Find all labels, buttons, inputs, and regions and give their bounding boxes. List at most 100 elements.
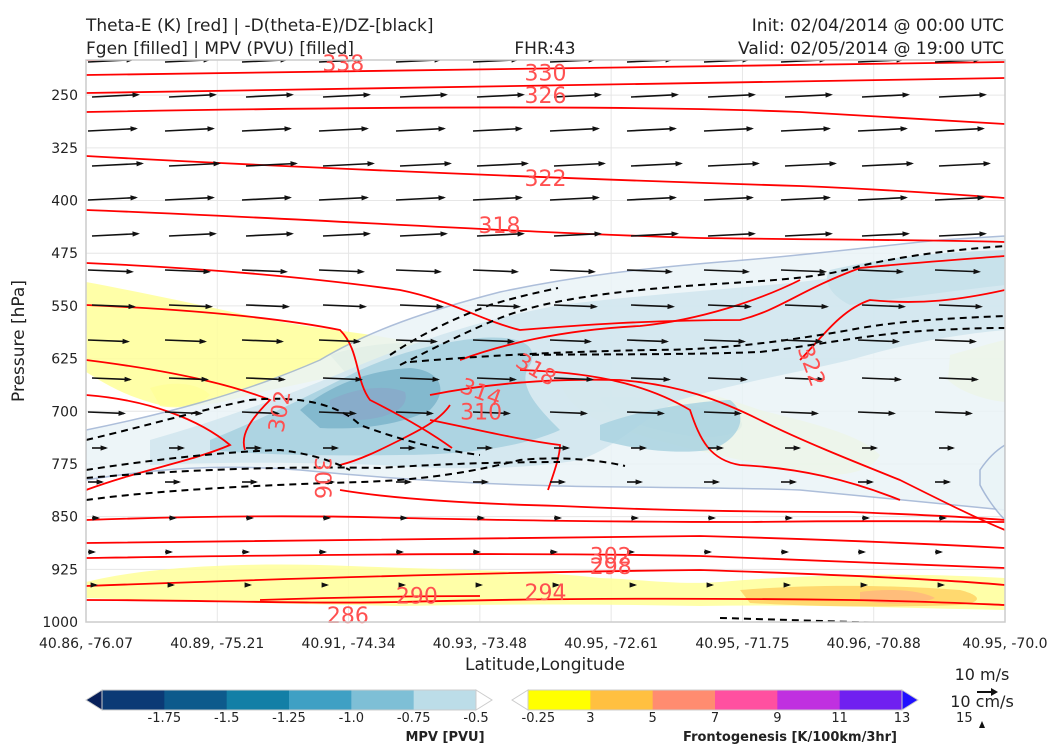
- wind-vector-head: [586, 376, 594, 382]
- wind-vector-head: [562, 445, 570, 451]
- theta-e-contour-line: [339, 489, 1005, 521]
- fgen-orange-bottom: [740, 585, 977, 607]
- wind-vector: [168, 377, 208, 381]
- wind-vector-head: [124, 376, 132, 382]
- wind-vector: [241, 127, 290, 132]
- y-tick-label: 625: [51, 352, 78, 368]
- wind-vector: [626, 269, 671, 273]
- wind-vector: [934, 269, 979, 273]
- wind-vector-head: [205, 303, 213, 310]
- wind-vector-head: [290, 161, 298, 167]
- fgen-colorbar-title: Frontogenesis [K/100km/3hr]: [683, 730, 897, 745]
- wind-vector-head: [631, 515, 639, 521]
- wind-vector-head: [748, 231, 756, 237]
- theta-e-contour-line: [86, 304, 453, 449]
- wind-vector: [241, 196, 290, 201]
- wind-vector-head: [242, 549, 250, 555]
- mpv-colorbar-min-extend: [85, 689, 103, 711]
- theta-e-contour-line: [86, 106, 1005, 125]
- wind-vector-head: [829, 161, 837, 167]
- x-tick-label: 40.96, -70.88: [827, 636, 921, 652]
- wind-vector-head: [738, 338, 746, 344]
- mpv-lower-right: [979, 444, 1005, 522]
- wind-vector: [626, 127, 675, 132]
- wind-vector-head: [244, 582, 252, 588]
- wind-vector-head: [669, 126, 677, 132]
- wind-vector-head: [639, 445, 647, 451]
- wind-vector: [784, 232, 831, 237]
- wind-vector: [322, 232, 369, 237]
- wind-vector: [549, 269, 594, 273]
- theta-e-contour-label: 306: [309, 457, 334, 499]
- fgen-colorbar-max-extend: [901, 689, 919, 711]
- wind-vector-head: [675, 161, 683, 167]
- fgen-colorbar-swatch: [652, 690, 716, 710]
- mpv-colorbar-tick-label: -1.0: [339, 711, 364, 726]
- theta-e-contour-label: 322: [525, 167, 567, 192]
- mpv-colorbar-swatch: [226, 690, 290, 710]
- wind-vector-head: [935, 549, 943, 555]
- frontogenesis-colorbar: 3 5 7 9 11 13 15: [511, 689, 973, 726]
- ddz-dashed-line: [86, 457, 626, 501]
- wind-vector-head: [860, 582, 868, 588]
- wind-vector-head: [594, 92, 602, 98]
- wind-vector: [472, 411, 510, 415]
- wind-vector: [318, 339, 360, 343]
- wind-vector-head: [592, 195, 600, 201]
- theta-e-contour-line: [86, 255, 1005, 331]
- y-tick-label: 1000: [42, 615, 78, 631]
- wind-vector-head: [870, 445, 878, 451]
- theta-e-contour-label: 290: [396, 584, 438, 609]
- y-tick-label: 250: [51, 88, 78, 104]
- wind-vector-head: [440, 231, 448, 237]
- wind-vector-head: [627, 549, 635, 555]
- wind-vector-head: [246, 515, 254, 521]
- mpv-colorbar-tick-label: -1.75: [148, 711, 182, 726]
- theta-e-contour-label: 326: [525, 84, 567, 109]
- wind-vector-head: [657, 410, 665, 416]
- wind-vector-head: [396, 549, 404, 555]
- init-time: Init: 02/04/2014 @ 00:00 UTC: [752, 16, 1004, 36]
- wind-vector: [630, 93, 677, 98]
- wind-vector-head: [712, 479, 720, 485]
- wind-vector-head: [282, 303, 290, 310]
- wind-vector: [395, 196, 444, 201]
- wind-vector-head: [432, 376, 440, 382]
- mpv-upper-right: [826, 250, 1005, 305]
- wind-vector: [553, 377, 593, 381]
- theta-e-contour-line: [86, 553, 1005, 569]
- theta-e-contour-line: [339, 404, 451, 466]
- wind-vector-head: [521, 161, 529, 167]
- wind-vector: [399, 304, 442, 308]
- wind-vector-head: [284, 195, 292, 201]
- theta-e-contour-line: [799, 289, 1005, 361]
- wind-key-cms: 10 cm/s: [950, 692, 1014, 711]
- x-tick-label: 40.91, -74.34: [302, 636, 396, 652]
- valid-time: Valid: 02/05/2014 @ 19:00 UTC: [738, 39, 1004, 59]
- fgen-colorbar-tick-label: 5: [649, 711, 657, 726]
- wind-vector: [318, 269, 363, 273]
- wind-vector-head: [902, 92, 910, 98]
- wind-vector-head: [515, 195, 523, 201]
- wind-vector-head: [203, 268, 211, 275]
- x-tick-label: 40.86, -76.07: [39, 636, 133, 652]
- wind-vector: [87, 411, 125, 415]
- wind-vector-head: [900, 195, 908, 201]
- wind-vector: [91, 377, 131, 381]
- wind-vector: [626, 196, 675, 201]
- ddz-dashed-line: [86, 461, 561, 479]
- mpv-band-right-mid: [600, 400, 741, 452]
- wind-vector-head: [132, 92, 140, 98]
- wind-vector-head: [708, 515, 716, 521]
- wind-vector: [938, 377, 978, 381]
- wind-vector: [780, 339, 822, 343]
- wind-vector-head: [937, 582, 945, 588]
- wind-vector-head: [207, 126, 215, 132]
- wind-vector-head: [477, 515, 485, 521]
- mpv-colorbar-swatch: [164, 690, 228, 710]
- fgen-colorbar-swatch: [590, 690, 654, 710]
- wind-vector: [322, 304, 365, 308]
- wind-vector-head: [825, 92, 833, 98]
- mpv-colorbar-tick-label: -0.5: [463, 711, 488, 726]
- x-tick-label: 40.95, -71.75: [695, 636, 789, 652]
